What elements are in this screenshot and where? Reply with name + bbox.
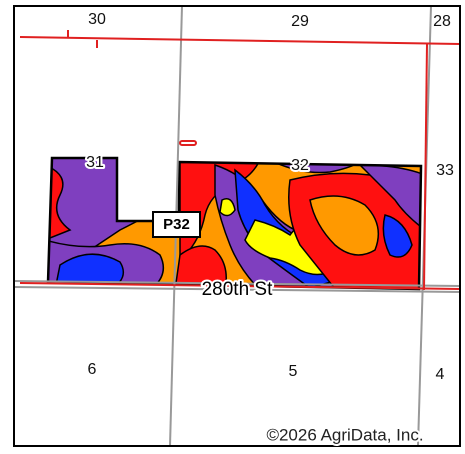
page: {"sections": ["30", "29", "28", "31", "3… <box>0 0 465 454</box>
road-label: 280th St <box>202 279 273 300</box>
copyright: ©2026 AgriData, Inc. <box>266 425 423 444</box>
section-number: 29 <box>291 13 309 30</box>
section-number: 33 <box>436 162 454 179</box>
section-number: 4 <box>436 366 445 383</box>
map: 30 29 28 31 32 33 6 5 4 P32 280th St ©20… <box>0 0 465 454</box>
section-number: 5 <box>289 363 298 380</box>
field-label: P32 <box>163 216 190 233</box>
section-number: 31 <box>86 154 104 171</box>
section-number: 30 <box>88 11 106 28</box>
section-number: 32 <box>291 157 309 174</box>
soil-zones <box>40 150 430 300</box>
section-number: 28 <box>433 13 451 30</box>
section-number: 6 <box>88 361 97 378</box>
